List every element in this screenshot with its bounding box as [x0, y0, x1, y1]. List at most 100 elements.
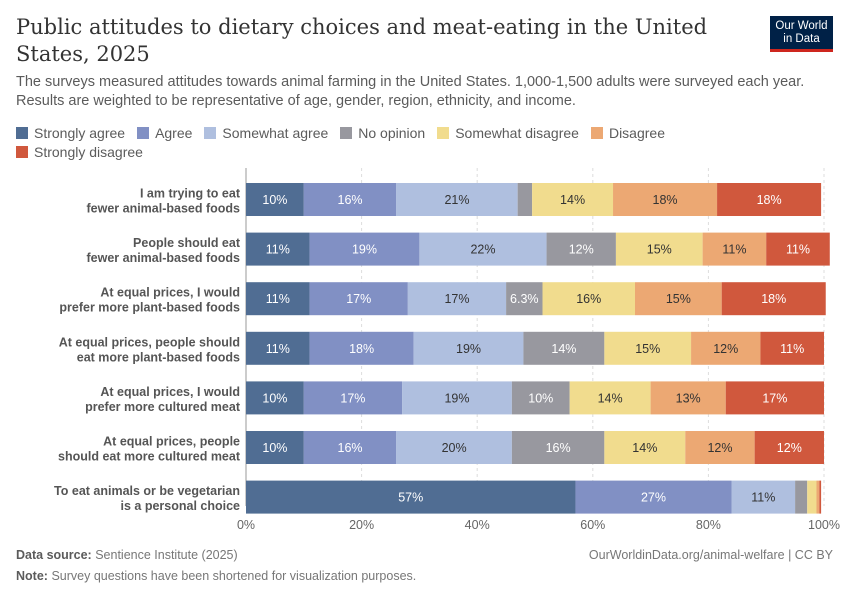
data-label: 16%: [546, 441, 571, 455]
bar-segment: [615, 232, 703, 266]
bar-segment: [731, 480, 796, 514]
bar-segment: [754, 431, 824, 464]
data-label: 13%: [676, 391, 701, 405]
legend-label: Disagree: [608, 124, 665, 141]
data-label: 10%: [262, 193, 287, 207]
data-source: Data source: Sentience Institute (2025): [16, 548, 238, 562]
legend-item[interactable]: No opinion: [340, 123, 425, 142]
data-label: 10%: [262, 441, 287, 455]
category-label: At equal prices, people should eat more p…: [59, 335, 240, 364]
stacked-bar-chart: 0% 20% 40% 60% 80% 100% I am trying to eat fewe…: [54, 168, 840, 532]
legend-item[interactable]: Strongly disagree: [16, 142, 143, 161]
data-label: 14%: [632, 441, 657, 455]
data-label: 12%: [707, 441, 732, 455]
bar-segment: [717, 183, 822, 216]
bar-segment: [246, 381, 304, 415]
bar-segment: [303, 183, 397, 216]
bar-segment: [807, 480, 817, 514]
bar-segment: [246, 183, 304, 216]
data-label: 6.3%: [510, 292, 539, 306]
data-label: 17%: [346, 292, 371, 306]
legend-label: Strongly disagree: [34, 143, 143, 160]
category-label: I am trying to eat fewer animal-based foo…: [86, 187, 240, 216]
data-label: 10%: [262, 391, 287, 405]
x-tick-label: 0%: [237, 518, 255, 532]
legend-swatch: [137, 126, 150, 139]
legend-swatch: [437, 126, 450, 139]
data-label: 11%: [751, 491, 775, 505]
bar-segment: [517, 183, 533, 216]
bar-segment: [407, 282, 507, 316]
data-label: 17%: [444, 292, 469, 306]
legend-item[interactable]: Somewhat agree: [204, 123, 328, 142]
bar-segment: [396, 431, 512, 464]
data-label: 12%: [777, 441, 802, 455]
legend-label: Strongly agree: [34, 124, 126, 141]
data-label: 27%: [641, 491, 666, 505]
bar-segment: [795, 480, 808, 514]
data-label: 14%: [551, 342, 576, 356]
bar-segment: [604, 331, 692, 365]
category-label: At equal prices, I would prefer more plan…: [59, 286, 240, 315]
legend-swatch: [590, 126, 603, 139]
legend-label: Agree: [155, 124, 193, 141]
bar-segment: [246, 480, 576, 514]
data-label: 57%: [398, 491, 423, 505]
owid-logo[interactable]: Our World in Data: [770, 16, 833, 52]
source-label: Data source:: [16, 548, 92, 562]
legend-item[interactable]: Somewhat disagree: [437, 123, 579, 142]
footer-url[interactable]: OurWorldinData.org/animal-welfare | CC B…: [588, 548, 833, 562]
data-label: 10%: [528, 391, 553, 405]
data-label: 15%: [666, 292, 691, 306]
bar-segment: [511, 381, 570, 415]
data-label: 16%: [576, 292, 601, 306]
bar-segment: [816, 480, 820, 514]
bar-segment: [650, 381, 726, 415]
legend-swatch: [16, 126, 28, 139]
bar-segment: [575, 480, 732, 514]
data-label: 11%: [722, 243, 746, 257]
data-label: 11%: [780, 342, 804, 356]
data-label: 15%: [635, 342, 660, 356]
data-label: 17%: [762, 391, 787, 405]
legend-label: Somewhat disagree: [455, 124, 579, 141]
category-label: People should eat fewer animal-based food…: [86, 236, 240, 265]
legend-item[interactable]: Strongly agree: [16, 123, 125, 142]
data-label: 18%: [757, 193, 782, 207]
bar-segment: [546, 232, 616, 266]
data-label: 11%: [266, 243, 290, 257]
data-label: 12%: [569, 243, 594, 257]
note: Note: Survey questions have been shorten…: [16, 569, 416, 583]
data-label: 16%: [338, 193, 363, 207]
bar-segment: [396, 183, 518, 216]
bar-segment: [246, 331, 310, 365]
note-label: Note:: [16, 569, 48, 583]
chart-title: Public attitudes to dietary choices and …: [16, 15, 708, 66]
bar-segment: [246, 232, 310, 266]
bar-segment: [634, 282, 722, 316]
x-tick-label: 80%: [696, 518, 721, 532]
source-link[interactable]: Sentience Institute (2025): [95, 548, 238, 562]
bar-segment: [523, 331, 605, 365]
legend: Strongly agree Agree Somewhat agree No opin…: [16, 123, 736, 161]
bar-segment: [604, 431, 686, 464]
bar-segment: [246, 431, 304, 464]
category-label: At equal prices, people should eat more c…: [58, 435, 241, 464]
bar-segment: [766, 232, 830, 266]
bar-segment: [309, 232, 420, 266]
x-tick-label: 60%: [580, 518, 605, 532]
legend-item[interactable]: Disagree: [590, 123, 665, 142]
bar-segment: [569, 381, 651, 415]
bar-segment: [702, 232, 767, 266]
bar-segment: [691, 331, 761, 365]
bar-segment: [419, 232, 547, 266]
bar-segment: [685, 431, 755, 464]
bar-segment: [303, 381, 403, 415]
data-label: 22%: [470, 243, 495, 257]
note-text: Survey questions have been shortened for…: [51, 569, 417, 583]
legend-label: No opinion: [358, 124, 426, 141]
bar-segment: [542, 282, 635, 316]
data-label: 14%: [598, 391, 623, 405]
legend-item[interactable]: Agree: [137, 123, 192, 142]
x-tick-label: 20%: [349, 518, 374, 532]
